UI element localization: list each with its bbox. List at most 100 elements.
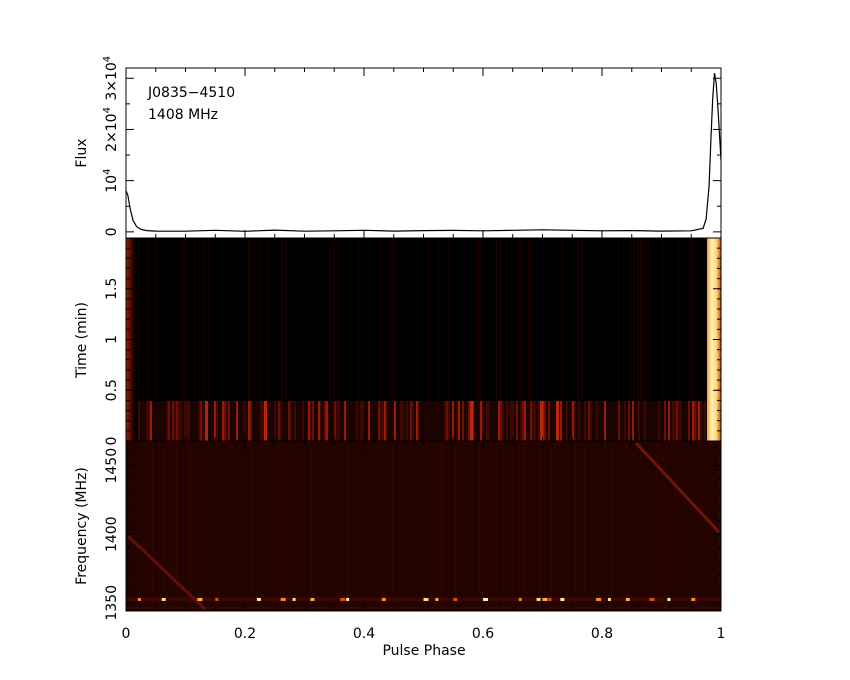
subint-stripe <box>230 401 232 441</box>
subint-stripe <box>442 401 444 441</box>
subint-stripe <box>362 401 364 441</box>
rfi-hotspot <box>560 597 565 601</box>
subint-stripe <box>392 401 394 441</box>
subint-stripe <box>418 401 420 441</box>
subint-stripe <box>270 401 272 441</box>
subint-stripe <box>156 401 158 441</box>
subint-stripe <box>358 401 360 441</box>
subint-stripe <box>250 401 252 441</box>
faint-stripe <box>338 238 339 401</box>
subint-stripe <box>554 401 556 441</box>
subint-stripe <box>478 401 480 441</box>
subint-stripe <box>186 401 188 441</box>
subint-stripe <box>348 401 350 441</box>
phase-tick-label-3: 0.6 <box>472 626 494 642</box>
subint-stripe <box>512 401 514 441</box>
faint-stripe <box>380 238 381 401</box>
rfi-hotspot <box>161 597 166 601</box>
rfi-hotspot <box>340 597 346 601</box>
subint-stripe <box>530 401 532 441</box>
subint-stripe <box>550 401 552 441</box>
rfi-hotspot <box>548 597 552 601</box>
subint-stripe <box>226 401 228 441</box>
subint-stripe <box>644 401 646 441</box>
subint-stripe <box>546 401 548 441</box>
phase-tick-label-5: 1 <box>717 626 726 642</box>
subint-stripe <box>700 401 702 441</box>
subint-stripe <box>450 401 452 441</box>
subint-stripe <box>192 401 194 441</box>
subint-stripe <box>688 401 690 441</box>
faint-stripe <box>438 238 439 401</box>
faint-stripe <box>520 238 521 401</box>
subint-stripe <box>636 401 638 441</box>
rfi-hotspot <box>346 597 350 601</box>
faint-stripe <box>634 238 635 401</box>
subint-stripe <box>154 401 156 441</box>
subint-stripe <box>536 401 538 441</box>
faint-stripe <box>260 238 261 401</box>
subint-stripe <box>360 401 362 441</box>
subint-stripe <box>572 401 574 441</box>
subint-stripe <box>638 401 640 441</box>
bright-subint-stripe <box>205 401 208 441</box>
subint-stripe <box>504 401 506 441</box>
subint-stripe <box>176 401 178 441</box>
subint-stripe <box>288 401 290 441</box>
freq-faint-stripe <box>674 443 675 609</box>
rfi-hotspot <box>542 597 548 601</box>
subint-stripe <box>424 401 426 441</box>
flux-tick-label-3: 3×104 <box>102 56 120 101</box>
freq-faint-stripe <box>437 443 438 609</box>
faint-stripe <box>194 238 195 401</box>
phase-tick-label-4: 0.8 <box>591 626 613 642</box>
subint-stripe <box>198 401 200 441</box>
subint-stripe <box>356 401 358 441</box>
subint-stripe <box>502 401 504 441</box>
subint-stripe <box>298 401 300 441</box>
subint-stripe <box>310 401 312 441</box>
subint-stripe <box>336 401 338 441</box>
subint-stripe <box>384 401 386 441</box>
freq-faint-stripe <box>284 443 285 609</box>
subint-stripe <box>294 401 296 441</box>
subint-stripe <box>598 401 600 441</box>
subint-stripe <box>202 401 204 441</box>
freq-faint-stripe <box>188 443 189 609</box>
subint-stripe <box>676 401 678 441</box>
time-tick-label-2: 1 <box>104 335 120 344</box>
subint-stripe <box>172 401 174 441</box>
subint-stripe <box>218 401 220 441</box>
freq-faint-stripe <box>659 443 660 609</box>
freq-heatmap-background <box>126 441 721 611</box>
subint-stripe <box>704 401 706 441</box>
subint-stripe <box>646 401 648 441</box>
rfi-hotspot <box>137 597 141 601</box>
bright-subint-stripe <box>470 401 473 441</box>
rfi-hotspot <box>197 597 203 601</box>
subint-stripe <box>414 401 416 441</box>
subint-stripe <box>402 401 404 441</box>
subint-stripe <box>328 401 330 441</box>
subint-stripe <box>240 401 242 441</box>
freq-faint-stripe <box>347 443 348 609</box>
profile-panel: 0 104 2×104 3×104 J0835−4510 1408 MHz Flux <box>74 56 722 239</box>
faint-stripe <box>630 238 631 401</box>
subint-stripe <box>170 401 172 441</box>
freq-faint-stripe <box>584 443 585 609</box>
freq-faint-stripe <box>518 443 519 609</box>
subint-stripe <box>564 401 566 441</box>
subint-stripe <box>674 401 676 441</box>
subint-stripe <box>510 401 512 441</box>
subint-stripe <box>242 401 244 441</box>
freq-faint-stripe <box>512 443 513 609</box>
subint-stripe <box>474 401 476 441</box>
freq-faint-stripe <box>230 443 231 609</box>
subint-stripe <box>604 401 606 441</box>
faint-stripe <box>204 238 205 401</box>
rfi-hotspot <box>453 597 458 601</box>
subint-stripe <box>410 401 412 441</box>
subint-stripe <box>698 401 700 441</box>
